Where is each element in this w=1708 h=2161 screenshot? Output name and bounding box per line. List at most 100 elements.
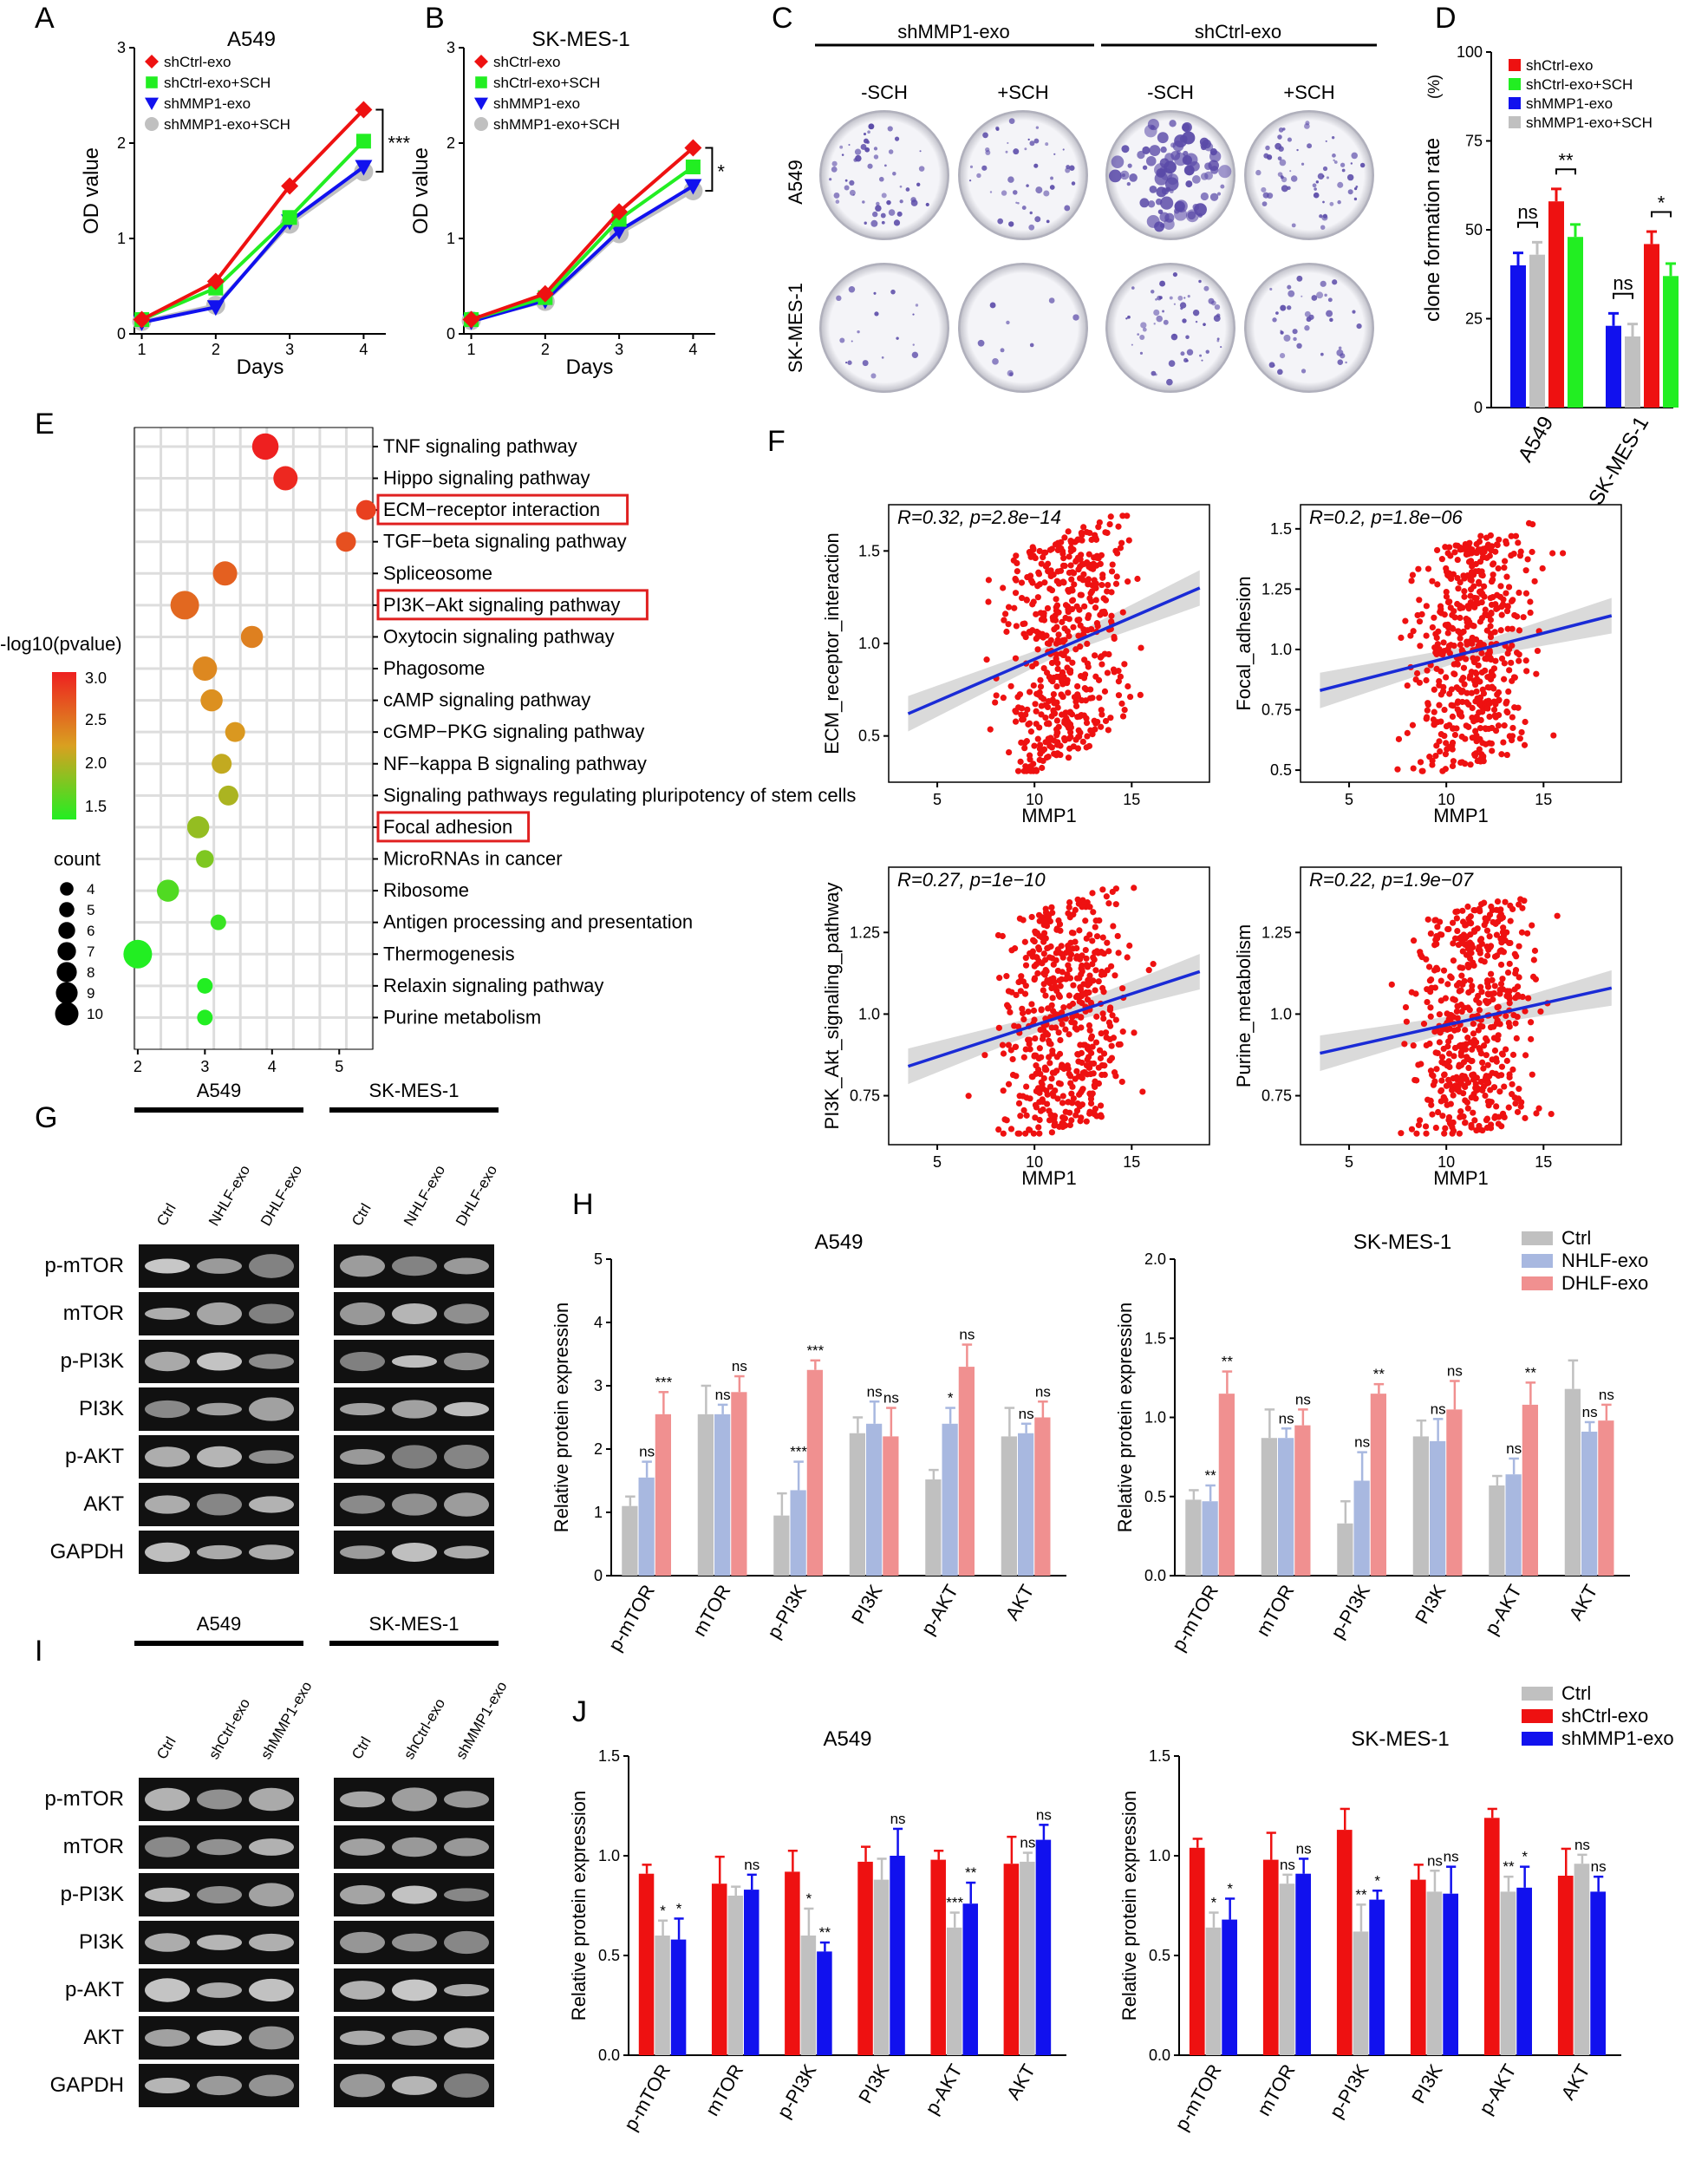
bubble [355, 499, 376, 520]
data-point [1473, 688, 1480, 695]
legend-label: shCtrl-exo [1561, 1705, 1648, 1727]
colony [1163, 319, 1169, 325]
data-point [1457, 1107, 1464, 1115]
data-point [1508, 736, 1516, 744]
data-point [1516, 901, 1522, 908]
data-point [1012, 708, 1019, 715]
data-point [610, 224, 629, 240]
protein-band [392, 1445, 437, 1469]
data-point [1108, 612, 1115, 619]
colony [925, 202, 929, 207]
data-point [1028, 1001, 1035, 1008]
data-point [985, 577, 992, 584]
data-point [1534, 647, 1542, 655]
colony [1035, 186, 1043, 194]
colony [1329, 317, 1333, 323]
data-point [1078, 712, 1085, 719]
colony [1177, 295, 1183, 301]
data-point [1053, 717, 1060, 724]
data-point [1061, 719, 1068, 727]
legend-label: shMMP1-exo+SCH [493, 116, 620, 133]
bar [790, 1490, 806, 1576]
data-point [1437, 691, 1444, 698]
data-point [1027, 950, 1033, 957]
legend-label: shCtrl-exo+SCH [1526, 76, 1633, 93]
data-point [1057, 983, 1064, 989]
data-point [1498, 751, 1505, 758]
colony [878, 176, 884, 182]
data-point [1502, 558, 1509, 565]
data-point [1505, 584, 1513, 591]
colony [1006, 320, 1010, 325]
data-point [1493, 1103, 1500, 1110]
colony [1190, 160, 1200, 172]
lane-label: DHLF-exo [258, 1162, 305, 1229]
protein-band [145, 1446, 190, 1467]
data-point [1079, 1069, 1086, 1076]
bubble [170, 591, 199, 620]
series-line [141, 170, 365, 323]
data-point [1030, 682, 1037, 689]
protein-band [197, 1935, 242, 1950]
bubble [192, 656, 218, 682]
colony [1306, 317, 1312, 323]
data-point [1020, 716, 1027, 723]
bubble [240, 625, 264, 649]
bar [655, 1413, 671, 1576]
sig-annotation: ns [732, 1358, 747, 1374]
colony [1301, 295, 1303, 297]
data-point [1036, 917, 1043, 924]
data-point [1053, 682, 1060, 690]
panel-e-legend: -log10(pvalue) 3.0 2.5 2.0 1.5 count 456… [0, 633, 122, 1026]
colony [916, 182, 921, 186]
data-point [1505, 688, 1512, 695]
sig-annotation: ** [1355, 1886, 1367, 1903]
colony [872, 211, 878, 218]
protein-band [145, 1933, 190, 1952]
count-legend-dot [57, 942, 76, 961]
data-point [1000, 584, 1007, 591]
data-point [281, 177, 299, 195]
data-point [1491, 983, 1498, 989]
series-line [141, 165, 365, 324]
data-point [1483, 534, 1490, 541]
x-tick-label: p-PI3K [1325, 2060, 1372, 2122]
colony [1201, 359, 1203, 362]
data-point [1084, 996, 1092, 1003]
x-tick-label: p-AKT [916, 1581, 962, 1639]
data-point [1036, 689, 1043, 696]
data-point [1505, 1019, 1512, 1027]
data-point [1468, 1094, 1475, 1101]
data-point [1059, 681, 1066, 688]
sig-annotation: ns [1447, 1363, 1463, 1380]
x-tick-label: 2 [134, 1058, 142, 1075]
data-point [1446, 598, 1453, 605]
data-point [1084, 733, 1091, 740]
data-point [1497, 935, 1504, 943]
data-point [1468, 689, 1476, 696]
data-point [1491, 1047, 1499, 1054]
data-point [1518, 929, 1526, 936]
colony [1071, 181, 1076, 186]
protein-band [145, 1495, 190, 1514]
data-point [1489, 976, 1496, 983]
data-point [1065, 943, 1072, 950]
colony [1287, 284, 1292, 290]
data-point [1068, 1117, 1075, 1124]
bubble [210, 914, 226, 930]
data-point [1083, 955, 1090, 962]
data-point [1065, 689, 1072, 696]
x-tick-label: 10 [1437, 1153, 1455, 1171]
data-point [1430, 716, 1437, 723]
legend-label: shMMP1-exo [164, 95, 251, 112]
y-tick-label: 4 [594, 1314, 603, 1331]
data-point [1127, 693, 1134, 701]
y-tick-label: 3 [594, 1377, 603, 1394]
data-point [1094, 623, 1101, 630]
colony [1157, 295, 1162, 301]
data-point [1020, 1107, 1027, 1114]
data-point [1422, 1123, 1430, 1130]
bar [1262, 1859, 1279, 2055]
bar [1443, 1893, 1458, 2055]
